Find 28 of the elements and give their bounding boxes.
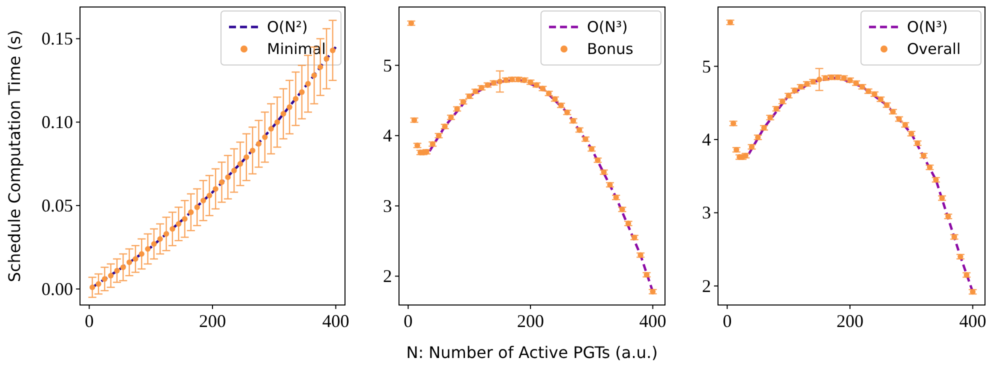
y-tick-label: 0.10 <box>42 112 73 132</box>
x-tick-label: 200 <box>516 311 544 331</box>
y-tick-label: 3 <box>702 202 711 223</box>
y-tick-label: 5 <box>702 56 711 76</box>
legend-label: Overall <box>907 40 961 58</box>
y-tick-label: 3 <box>383 196 392 216</box>
y-tick-label: 4 <box>702 130 711 150</box>
y-tick-label: 2 <box>383 266 392 286</box>
legend-label: O(N²) <box>267 18 308 36</box>
y-tick-label: 0.05 <box>42 196 73 216</box>
x-tick-label: 0 <box>722 311 732 331</box>
y-axis-title: Schedule Computation Time (s) <box>5 30 24 282</box>
legend-label: Bonus <box>587 40 634 58</box>
x-tick-label: 400 <box>322 311 350 331</box>
y-tick-label: 5 <box>383 55 392 76</box>
x-tick-label: 400 <box>959 311 986 331</box>
legend-label: O(N³) <box>907 18 948 36</box>
y-tick-label: 4 <box>383 126 392 146</box>
y-tick-label: 0.00 <box>42 278 73 299</box>
x-tick-label: 200 <box>199 311 226 331</box>
x-tick-label: 0 <box>404 311 413 331</box>
x-tick-label: 0 <box>84 311 94 331</box>
x-tick-label: 400 <box>639 311 666 331</box>
x-axis-title: N: Number of Active PGTs (a.u.) <box>406 343 658 362</box>
y-tick-label: 2 <box>702 276 711 296</box>
legend-label: O(N³) <box>587 18 628 36</box>
y-tick-label: 0.15 <box>42 28 73 49</box>
x-tick-label: 200 <box>836 311 864 331</box>
